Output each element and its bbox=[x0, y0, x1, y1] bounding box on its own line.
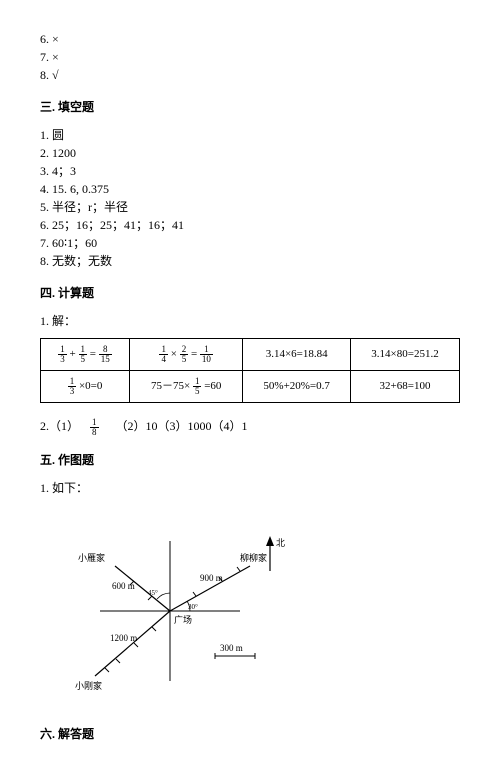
cell-r1c4: 3.14×80=251.2 bbox=[350, 339, 459, 371]
section6-title: 六. 解答题 bbox=[40, 725, 460, 743]
svg-text:小刚家: 小刚家 bbox=[75, 680, 102, 691]
fill-7: 7. 60∶1；60 bbox=[40, 234, 460, 252]
cell-r2c3: 50%+20%=0.7 bbox=[243, 371, 351, 403]
fill-3: 3. 4；3 bbox=[40, 162, 460, 180]
section4-title: 四. 计算题 bbox=[40, 284, 460, 302]
fill-8: 8. 无数；无数 bbox=[40, 252, 460, 270]
section3-title: 三. 填空题 bbox=[40, 98, 460, 116]
calc-table: 13 + 15 = 815 14 × 25 = 110 3.14×6=18.84… bbox=[40, 338, 460, 403]
svg-text:1200 m: 1200 m bbox=[110, 633, 137, 643]
draw-intro: 1. 如下： bbox=[40, 479, 460, 497]
svg-text:北: 北 bbox=[276, 538, 285, 548]
judge-6: 6. × bbox=[40, 30, 460, 48]
svg-text:45°: 45° bbox=[148, 589, 158, 597]
svg-text:600 m: 600 m bbox=[112, 581, 135, 591]
cell-r2c2: 75－75× 15 =60 bbox=[130, 371, 243, 403]
fill-1: 1. 圆 bbox=[40, 126, 460, 144]
calc-q2: 2.（1） 18 （2）10（3）1000（4）1 bbox=[40, 417, 460, 437]
cell-r1c3: 3.14×6=18.84 bbox=[243, 339, 351, 371]
cell-r2c1: 13 ×0=0 bbox=[41, 371, 130, 403]
cell-r1c1: 13 + 15 = 815 bbox=[41, 339, 130, 371]
svg-text:300 m: 300 m bbox=[220, 643, 243, 653]
table-row: 13 + 15 = 815 14 × 25 = 110 3.14×6=18.84… bbox=[41, 339, 460, 371]
svg-text:900 m: 900 m bbox=[200, 573, 223, 583]
svg-text:小雁家: 小雁家 bbox=[78, 552, 105, 563]
section5-title: 五. 作图题 bbox=[40, 451, 460, 469]
judge-7: 7. × bbox=[40, 48, 460, 66]
cell-r2c4: 32+68=100 bbox=[350, 371, 459, 403]
fill-5: 5. 半径；r；半径 bbox=[40, 198, 460, 216]
table-row: 13 ×0=0 75－75× 15 =60 50%+20%=0.7 32+68=… bbox=[41, 371, 460, 403]
map-diagram: 北 小雁家 600 m 45° 柳柳家 900 m 30° 小刚家 1200 m… bbox=[40, 511, 320, 711]
svg-text:柳柳家: 柳柳家 bbox=[240, 552, 267, 563]
cell-r1c2: 14 × 25 = 110 bbox=[130, 339, 243, 371]
svg-text:30°: 30° bbox=[188, 603, 198, 611]
judge-8: 8. √ bbox=[40, 66, 460, 84]
fill-6: 6. 25；16；25；41；16；41 bbox=[40, 216, 460, 234]
svg-text:广场: 广场 bbox=[174, 614, 192, 625]
fill-4: 4. 15. 6, 0.375 bbox=[40, 180, 460, 198]
fill-2: 2. 1200 bbox=[40, 144, 460, 162]
calc-intro: 1. 解： bbox=[40, 312, 460, 330]
